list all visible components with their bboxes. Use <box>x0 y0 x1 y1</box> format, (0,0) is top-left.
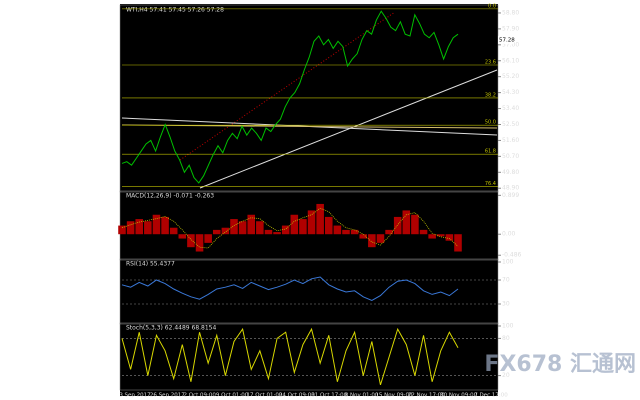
macd-bar <box>281 225 290 235</box>
y-tick-label: 53.40 <box>502 105 519 112</box>
macd-bar <box>436 234 445 237</box>
macd-bar <box>247 214 256 235</box>
macd-bar <box>307 210 316 235</box>
chart-background <box>120 4 498 396</box>
y-tick-label: -0.486 <box>502 252 522 259</box>
panel-title: MACD(12,26,9) -0.071 -0.263 <box>126 193 214 200</box>
series-line <box>121 327 459 386</box>
signal-line <box>121 207 459 249</box>
macd-bar <box>256 221 264 235</box>
macd-bar <box>118 225 126 235</box>
macd-bar <box>144 221 152 235</box>
trend-line <box>199 69 498 189</box>
price-tag <box>498 35 514 44</box>
macd-bar <box>385 229 393 235</box>
macd-bar <box>419 229 428 235</box>
x-tick-label: 7 Dec 17:00 <box>474 393 508 399</box>
series-line <box>121 10 459 184</box>
y-tick-label: 0.899 <box>502 192 519 199</box>
fib-label: 23.6 <box>485 60 496 66</box>
price-tag-label: 57.28 <box>499 37 515 43</box>
y-tick-label: 50.70 <box>502 153 519 160</box>
y-tick-label: 100 <box>502 323 514 330</box>
macd-bar <box>342 229 350 235</box>
macd-bar <box>411 214 419 235</box>
y-tick-label: 30 <box>502 301 510 308</box>
x-tick-label: 24 Oct 09:00 <box>279 393 315 399</box>
x-tick-label: 30 Nov 09:00 <box>440 393 478 399</box>
y-tick-label: 49.80 <box>502 169 519 176</box>
macd-bar <box>178 234 187 239</box>
macd-bar <box>324 216 333 235</box>
y-tick-label: 57.90 <box>502 25 519 32</box>
y-tick-label: 54.30 <box>502 89 519 96</box>
x-tick-label: 8 Nov 01:00 <box>345 393 379 399</box>
panel-border <box>119 4 499 193</box>
x-tick-label: 15 Nov 09:00 <box>375 393 413 399</box>
y-tick-label: 48.90 <box>502 185 519 192</box>
macd-bar <box>350 229 359 235</box>
macd-bar <box>359 234 368 239</box>
macd-bar <box>454 234 462 252</box>
y-tick-label: 51.60 <box>502 137 519 144</box>
fib-label: 76.4 <box>485 181 496 187</box>
series-line <box>121 276 459 301</box>
macd-bar <box>273 232 281 235</box>
macd-bar <box>402 210 411 235</box>
macd-bar <box>264 229 273 235</box>
macd-bar <box>290 214 299 235</box>
macd-bar <box>187 234 195 248</box>
watermark: FX678 汇通网 <box>484 352 636 377</box>
panel-title: RSI(14) 55.4377 <box>126 261 175 268</box>
macd-bar <box>212 229 221 235</box>
macd-bar <box>333 225 342 235</box>
y-tick-label: 70 <box>502 277 510 284</box>
x-tick-label: 2 Oct 09:00 <box>184 393 217 399</box>
y-tick-label: 58.80 <box>502 9 519 16</box>
macd-bar <box>393 216 402 235</box>
x-tick-label: 26 Sep 2017 <box>150 393 185 399</box>
fib-label: 0.0 <box>488 3 496 9</box>
fib-label: 38.2 <box>485 92 496 98</box>
macd-bar <box>135 219 144 235</box>
macd-bar <box>376 234 385 243</box>
y-tick-label: 57.00 <box>502 41 519 48</box>
x-tick-label: 3 Sep 2017 <box>119 393 151 399</box>
x-tick-label: 9 Oct 01:00 <box>216 393 249 399</box>
y-tick-label: 0.00 <box>502 231 516 238</box>
macd-bar <box>126 221 135 235</box>
x-tick-label: 17 Oct 01:00 <box>247 393 283 399</box>
macd-bar <box>368 234 376 248</box>
panel-border <box>119 190 499 261</box>
y-tick-label: 100 <box>502 259 514 266</box>
x-tick-label: 31 Oct 17:00 <box>311 393 347 399</box>
panel-border <box>119 322 499 391</box>
y-tick-label: 52.50 <box>502 121 519 128</box>
fib-label: 50.0 <box>485 120 496 126</box>
macd-bar <box>204 234 212 243</box>
y-tick-label: 56.10 <box>502 57 519 64</box>
macd-bar <box>152 214 161 235</box>
macd-bar <box>428 234 436 239</box>
panel-border <box>119 258 499 325</box>
macd-bar <box>299 219 307 235</box>
panel-title: Stoch(5,3,3) 62.4489 68.8154 <box>126 325 217 332</box>
macd-bar <box>316 203 324 235</box>
fib-label: 61.8 <box>485 149 496 155</box>
x-tick-label: 22 Nov 17:00 <box>408 393 446 399</box>
macd-bar <box>230 219 238 235</box>
macd-bar <box>445 234 454 241</box>
macd-bar <box>195 234 204 252</box>
macd-bar <box>221 227 230 235</box>
y-tick-label: 20 <box>502 372 510 379</box>
panel-title: WTI,H4 57.41 57.45 57.26 57.28 <box>126 7 224 14</box>
macd-bar <box>169 227 178 235</box>
macd-bar <box>238 221 247 235</box>
y-tick-label: 55.20 <box>502 73 519 80</box>
y-tick-label: 80 <box>502 335 510 342</box>
macd-bar <box>161 216 169 235</box>
